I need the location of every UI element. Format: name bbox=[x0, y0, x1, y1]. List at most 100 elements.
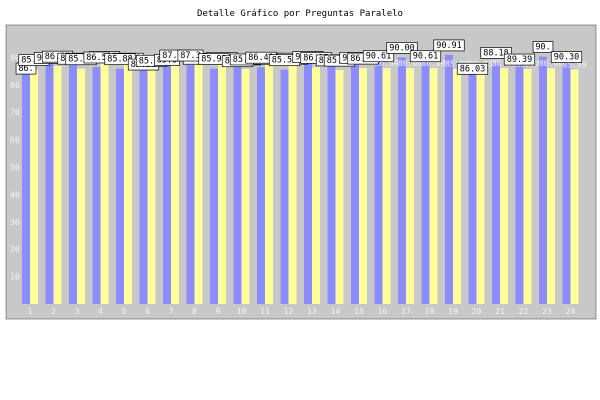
y-tick-label: 20 bbox=[10, 245, 20, 254]
data-label: 88.18 bbox=[480, 47, 512, 59]
x-tick-label: 3 bbox=[75, 307, 80, 316]
y-tick-label: 60 bbox=[10, 136, 20, 145]
data-label-text: 90.30 bbox=[554, 53, 580, 63]
x-tick-label: 16 bbox=[378, 307, 388, 316]
bar-19-series-2 bbox=[453, 68, 461, 304]
bar-24-series-2 bbox=[570, 69, 579, 304]
bar-1-series-2 bbox=[30, 69, 38, 304]
data-label: 90.00 bbox=[386, 42, 418, 54]
y-tick-label: 80 bbox=[10, 81, 20, 90]
bar-1-series-1 bbox=[22, 68, 30, 304]
y-tick-label: 70 bbox=[10, 108, 20, 117]
faint-data-label: 86.09 bbox=[374, 59, 398, 68]
data-label-box bbox=[480, 47, 512, 59]
y-axis: 10 20 30 40 50 60 70 80 90 bbox=[10, 53, 20, 281]
data-label-text: 87.3 bbox=[180, 51, 200, 61]
data-label-text: 85.92 bbox=[201, 55, 227, 65]
x-tick-label: 24 bbox=[566, 307, 576, 316]
bar-5-series-2 bbox=[124, 58, 132, 304]
data-label-text: 90.00 bbox=[389, 43, 415, 53]
data-label: 90.91 bbox=[433, 39, 465, 52]
data-label-text: 87.21 bbox=[162, 51, 188, 61]
bar-8-series-2 bbox=[194, 58, 203, 304]
faint-data-label: 86.09 bbox=[421, 59, 445, 68]
x-tick-label: 20 bbox=[472, 307, 482, 316]
x-tick-label: 17 bbox=[401, 307, 411, 316]
bar-2-series-2 bbox=[53, 66, 62, 304]
x-tick-label: 11 bbox=[260, 307, 270, 316]
data-label: 89.39 bbox=[503, 53, 536, 66]
bar-8-series-1 bbox=[186, 65, 195, 304]
data-label-text: 86.03 bbox=[460, 64, 486, 74]
data-label-text: 86.5 bbox=[86, 53, 106, 63]
data-label-text: 85.88 bbox=[107, 55, 133, 65]
x-tick-label: 21 bbox=[495, 307, 505, 316]
data-label: 86.03 bbox=[456, 62, 489, 75]
x-tick-label: 6 bbox=[145, 307, 150, 316]
bar-23-series-2 bbox=[547, 68, 555, 304]
bar-14-series-2 bbox=[335, 70, 344, 305]
x-tick-label: 15 bbox=[354, 307, 364, 316]
data-label-text: 90.61 bbox=[366, 52, 392, 62]
x-tick-label: 2 bbox=[51, 307, 56, 316]
data-label-text: 85.86 bbox=[68, 55, 94, 65]
bar-22-series-2 bbox=[523, 68, 532, 304]
bar-6-series-2 bbox=[147, 70, 156, 304]
data-label-text: 89.39 bbox=[507, 55, 533, 65]
bar-16-series-2 bbox=[382, 68, 391, 304]
data-label-box bbox=[456, 62, 489, 75]
chart-title: Detalle Gráfico por Preguntas Paralelo bbox=[197, 9, 403, 19]
x-tick-label: 1 bbox=[28, 307, 33, 316]
bar-12-series-2 bbox=[288, 58, 297, 304]
y-tick-label: 30 bbox=[10, 218, 20, 227]
bar-3-series-1 bbox=[69, 58, 77, 304]
x-tick-label: 7 bbox=[169, 307, 174, 316]
bar-24-series-1 bbox=[562, 56, 571, 304]
data-label-box bbox=[409, 50, 442, 63]
x-axis: 1 2 3 4 5 6 7 8 9 10 11 12 13 14 15 16 17 18 19 20 21 22 23 24 bbox=[28, 307, 576, 316]
data-label-text: 90.91 bbox=[436, 41, 462, 51]
bar-15-series-2 bbox=[359, 68, 367, 304]
bar-13-series-2 bbox=[312, 67, 320, 304]
data-label-box bbox=[503, 53, 536, 66]
data-label-box bbox=[386, 42, 418, 54]
data-label-box bbox=[433, 39, 465, 52]
y-tick-label: 10 bbox=[10, 273, 20, 282]
data-label-box bbox=[362, 50, 395, 63]
data-label-text: 85.52 bbox=[272, 56, 298, 66]
data-label-text: 85.30 bbox=[139, 56, 165, 66]
data-label-text: 86. bbox=[18, 64, 33, 74]
data-label-box bbox=[550, 51, 583, 63]
bar-23-series-1 bbox=[539, 56, 547, 304]
bar-2-series-1 bbox=[45, 57, 54, 305]
x-tick-label: 4 bbox=[98, 307, 103, 316]
bar-10-series-2 bbox=[241, 68, 250, 304]
bar-9-series-2 bbox=[218, 57, 226, 305]
x-tick-label: 19 bbox=[448, 307, 458, 316]
data-label: 90. bbox=[532, 41, 554, 53]
x-tick-label: 14 bbox=[331, 307, 341, 316]
x-tick-label: 22 bbox=[519, 307, 529, 316]
bar-10-series-1 bbox=[233, 60, 242, 305]
data-labels: 86.85.5990.0086.8089.7085.8690.3086.589.… bbox=[15, 39, 583, 75]
bar-21-series-2 bbox=[500, 68, 508, 304]
data-label-box bbox=[532, 41, 554, 53]
data-label: 90.61 bbox=[409, 50, 442, 63]
bar-20-series-2 bbox=[476, 68, 485, 304]
bar-13-series-1 bbox=[304, 56, 312, 304]
bar-7-series-2 bbox=[171, 65, 179, 304]
bar-11-series-1 bbox=[257, 67, 265, 305]
x-tick-label: 18 bbox=[425, 307, 435, 316]
bar-12-series-1 bbox=[280, 69, 289, 304]
data-label-text: 88.18 bbox=[483, 48, 509, 58]
y-tick-label: 90 bbox=[10, 53, 20, 62]
faint-data-label: 86.06 bbox=[539, 59, 563, 68]
bar-14-series-1 bbox=[327, 59, 336, 304]
bar-20-series-1 bbox=[468, 68, 477, 304]
x-tick-label: 9 bbox=[216, 307, 221, 316]
y-tick-label: 50 bbox=[10, 163, 20, 172]
faint-data-label: 85.59 bbox=[562, 60, 586, 69]
bar-17-series-2 bbox=[406, 68, 414, 304]
y-tick-label: 40 bbox=[10, 190, 20, 199]
